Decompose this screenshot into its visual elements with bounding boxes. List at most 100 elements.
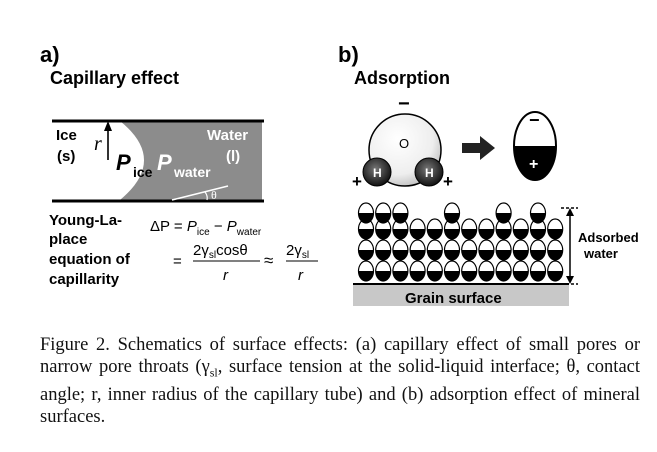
equation-label-line-2: place bbox=[49, 231, 87, 248]
molecule-minus-sign: − bbox=[398, 93, 410, 115]
adsorbed-dipole bbox=[478, 239, 495, 261]
capillary-tube bbox=[52, 119, 264, 203]
water-region bbox=[120, 121, 262, 200]
adsorbed-dipole bbox=[547, 239, 564, 261]
adsorbed-label-1: Adsorbed bbox=[578, 230, 639, 245]
adsorbed-dipole bbox=[443, 239, 461, 261]
adsorbed-dipole bbox=[426, 218, 443, 240]
adsorbed-dipole bbox=[375, 239, 392, 261]
caption-text-after: , surface tension at the solid-liquid in… bbox=[40, 357, 641, 427]
right-arrow-icon bbox=[462, 136, 495, 160]
oxygen-label: O bbox=[399, 136, 409, 151]
adsorbed-dipole bbox=[529, 260, 547, 282]
adsorbed-dipole bbox=[495, 239, 512, 261]
panel-b-letter: b) bbox=[338, 42, 359, 67]
adsorbed-dipole bbox=[409, 218, 426, 240]
caption-text: Schematics of surface effects: (a) capil… bbox=[40, 335, 641, 377]
molecule-plus-right: + bbox=[443, 172, 453, 191]
adsorbed-dipole bbox=[357, 202, 375, 224]
eq-denominator-2: r bbox=[298, 267, 304, 284]
eq-approx: ≈ bbox=[264, 251, 273, 270]
contact-angle-arc bbox=[204, 191, 208, 201]
equation-label-line-4: capillarity bbox=[49, 271, 120, 288]
adsorbed-dipole bbox=[547, 260, 564, 282]
adsorbed-dipole bbox=[357, 218, 375, 240]
eq-equals: = bbox=[173, 253, 182, 270]
adsorbed-dipole bbox=[512, 260, 529, 282]
water-state-label: (l) bbox=[226, 148, 240, 165]
adsorbed-dipole bbox=[478, 260, 495, 282]
p-water-subscript: water bbox=[173, 164, 211, 180]
ice-label: Ice bbox=[56, 127, 77, 144]
adsorbed-dipole bbox=[375, 218, 392, 240]
adsorbed-dipole bbox=[392, 202, 409, 224]
adsorbed-label-2: water bbox=[583, 246, 618, 261]
molecule-plus-left: + bbox=[352, 172, 362, 191]
adsorbed-dipole bbox=[512, 218, 529, 240]
hydrogen-atom-left bbox=[362, 157, 392, 187]
caption-prefix: Figure 2. bbox=[40, 335, 110, 355]
water-molecule: − O H H + + bbox=[352, 93, 453, 191]
equation-label-line-3: equation of bbox=[49, 251, 131, 268]
contact-angle-line bbox=[171, 185, 229, 201]
p-ice-subscript: ice bbox=[133, 164, 153, 180]
adsorbed-dipole bbox=[357, 260, 375, 282]
eq-delta-p: ΔP = Pice − Pwater bbox=[150, 218, 262, 238]
adsorbed-dipole bbox=[461, 218, 478, 240]
adsorbed-dipole bbox=[461, 239, 478, 261]
hydrogen-right-label: H bbox=[425, 166, 434, 180]
adsorbed-dipole bbox=[547, 218, 564, 240]
grain-surface bbox=[353, 284, 569, 306]
p-ice-symbol: P bbox=[116, 150, 131, 175]
dipole-minus: − bbox=[529, 110, 540, 130]
radius-label: r bbox=[94, 133, 102, 155]
adsorbed-dipole bbox=[478, 218, 495, 240]
theta-label: θ bbox=[211, 188, 217, 202]
adsorbed-dipole bbox=[357, 239, 375, 261]
eq-numerator-2: 2γsl bbox=[286, 242, 309, 261]
eq-numerator-1: 2γslcosθ bbox=[193, 242, 248, 261]
adsorbed-dipole bbox=[426, 239, 443, 261]
adsorbed-dipole bbox=[392, 260, 409, 282]
adsorbed-dipole bbox=[495, 202, 512, 224]
adsorbed-dipole bbox=[409, 239, 426, 261]
dipole-lower-half bbox=[514, 146, 556, 180]
young-laplace-equation: ΔP = Pice − Pwater = 2γslcosθ r ≈ 2γsl r bbox=[150, 218, 318, 284]
ice-state-label: (s) bbox=[57, 148, 75, 165]
dipole-plus: + bbox=[529, 156, 538, 173]
young-laplace-label: Young-La- place equation of capillarity bbox=[49, 212, 131, 288]
hydrogen-left-label: H bbox=[373, 166, 382, 180]
adsorbed-dipole bbox=[529, 202, 547, 224]
equation-label-line-1: Young-La- bbox=[49, 212, 122, 229]
adsorbed-dipole bbox=[426, 260, 443, 282]
adsorbed-dipole bbox=[375, 260, 392, 282]
panel-a-title: Capillary effect bbox=[50, 68, 179, 88]
adsorbed-dipole bbox=[512, 239, 529, 261]
figure-caption: Figure 2. Schematics of surface effects:… bbox=[40, 334, 640, 428]
water-label: Water bbox=[207, 127, 248, 144]
panel-a-letter: a) bbox=[40, 42, 60, 67]
adsorbed-dipole bbox=[529, 239, 547, 261]
adsorbed-dipole bbox=[461, 260, 478, 282]
adsorbed-dipole bbox=[392, 239, 409, 261]
adsorbed-dipole-layers bbox=[357, 202, 564, 282]
adsorbed-dipole bbox=[409, 260, 426, 282]
bracket-arrow-down bbox=[566, 276, 574, 284]
adsorbed-dipole bbox=[443, 202, 461, 224]
radius-arrow-head bbox=[104, 121, 112, 131]
adsorbed-water-bracket: Adsorbed water bbox=[561, 207, 639, 285]
p-water-symbol: P bbox=[157, 150, 172, 175]
adsorbed-dipole bbox=[495, 260, 512, 282]
dipole-symbol: − + bbox=[513, 110, 557, 181]
panel-b-title: Adsorption bbox=[354, 68, 450, 88]
adsorbed-dipole bbox=[443, 260, 461, 282]
adsorbed-dipole bbox=[443, 218, 461, 240]
bracket-arrow-up bbox=[566, 208, 574, 216]
hydrogen-atom-right bbox=[414, 157, 444, 187]
caption-gamma-sub: sl bbox=[209, 365, 218, 380]
eq-denominator-1: r bbox=[223, 267, 229, 284]
grain-surface-label: Grain surface bbox=[405, 290, 502, 307]
adsorbed-dipole bbox=[375, 202, 392, 224]
